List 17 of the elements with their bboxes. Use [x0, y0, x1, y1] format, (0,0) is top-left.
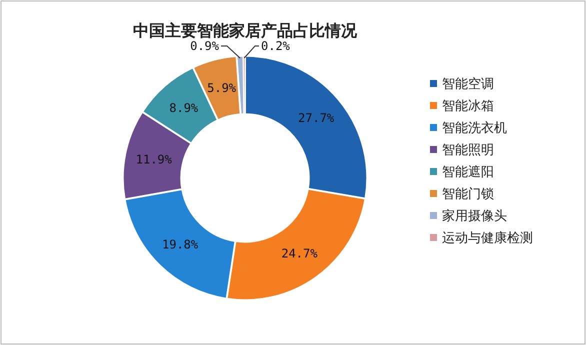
legend-label: 智能冰箱: [442, 99, 494, 114]
data-label: 19.8%: [162, 238, 199, 252]
legend-label: 智能遮阳: [442, 165, 494, 180]
data-label: 27.7%: [298, 111, 335, 126]
legend-label: 运动与健康检测: [442, 231, 533, 246]
data-label: 11.9%: [136, 152, 173, 167]
legend-label: 智能照明: [442, 143, 494, 158]
data-label: 5.9%: [207, 80, 237, 95]
data-label: 0.9%: [190, 39, 220, 53]
data-label: 8.9%: [169, 101, 199, 116]
data-label: 0.2%: [261, 39, 291, 53]
legend-label: 智能空调: [442, 77, 494, 92]
legend-label: 智能洗衣机: [442, 121, 507, 136]
chart-title: 中国主要智能家居产品占比情况: [133, 21, 358, 40]
data-label: 24.7%: [281, 246, 318, 260]
legend-label: 家用摄像头: [442, 208, 507, 224]
legend-label: 智能门锁: [442, 186, 494, 202]
